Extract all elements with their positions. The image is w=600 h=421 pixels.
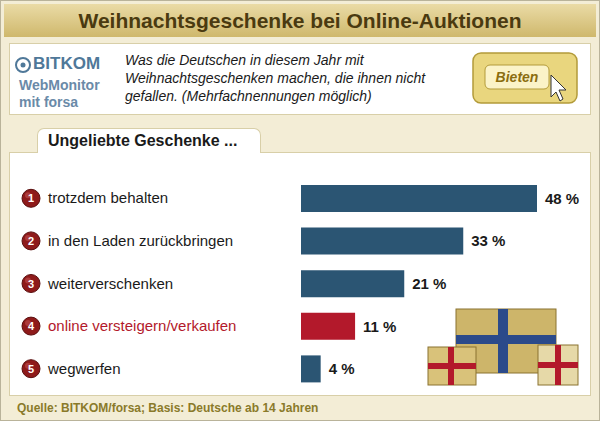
svg-text:Bieten: Bieten (496, 69, 539, 85)
svg-text:2: 2 (28, 235, 34, 247)
svg-text:33 %: 33 % (471, 232, 505, 249)
html-text:WebMonitor: WebMonitor (19, 77, 100, 93)
svg-text:wegwerfen: wegwerfen (47, 360, 121, 377)
html-text:Was die Deutschen in diesem Ja: Was die Deutschen in diesem Jahr mit Wei… (125, 52, 426, 104)
svg-text:in den Laden zurückbringen: in den Laden zurückbringen (48, 232, 233, 249)
svg-text:48 %: 48 % (545, 190, 579, 207)
svg-text:online versteigern/verkaufen: online versteigern/verkaufen (48, 317, 236, 334)
svg-text:3: 3 (28, 278, 34, 290)
svg-text:weiterverschenken: weiterverschenken (47, 275, 173, 292)
html-text:Weihnachtsgeschenke bei Online: Weihnachtsgeschenke bei Online-Auktionen (78, 9, 522, 32)
svg-text:5: 5 (28, 363, 34, 375)
html-text:mit forsa: mit forsa (19, 94, 79, 110)
svg-text:1: 1 (28, 192, 34, 204)
svg-text:4 %: 4 % (329, 360, 355, 377)
svg-text:11 %: 11 % (363, 318, 396, 335)
html-text:BITKOM: BITKOM (33, 54, 100, 73)
svg-text:4: 4 (28, 320, 35, 332)
html-text:Quelle: BITKOM/forsa; Basis: D: Quelle: BITKOM/forsa; Basis: Deutsche ab… (17, 401, 319, 415)
svg-text:trotzdem behalten: trotzdem behalten (48, 189, 168, 206)
html-text:Ungeliebte Geschenke ...: Ungeliebte Geschenke ... (48, 132, 238, 149)
svg-text:21 %: 21 % (412, 275, 446, 292)
